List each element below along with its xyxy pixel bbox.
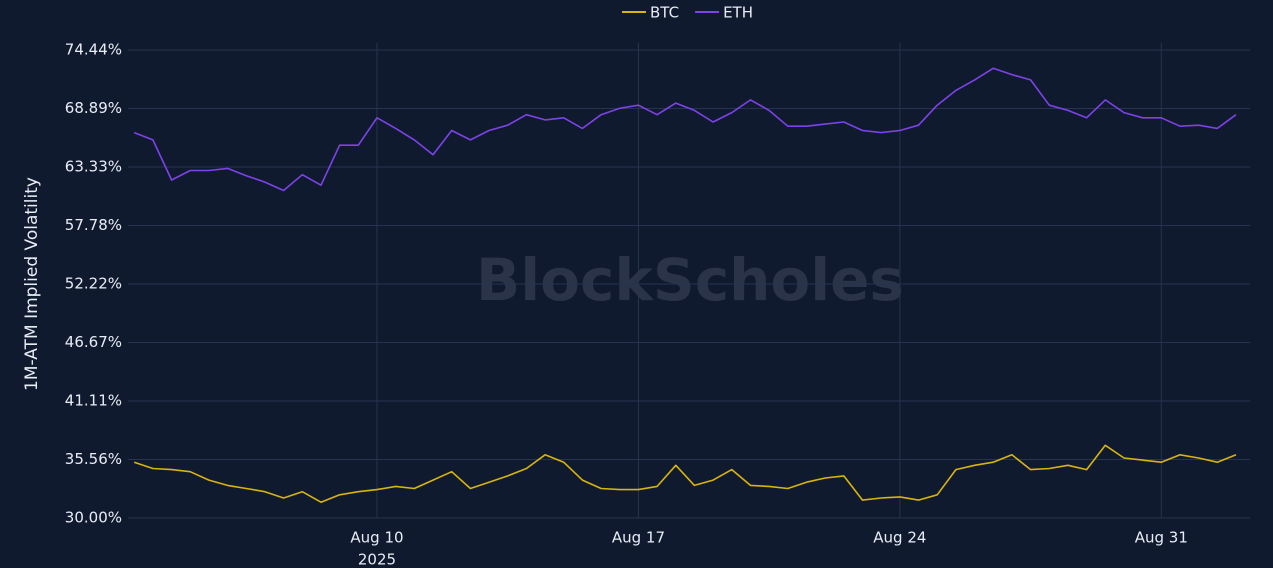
series-line — [133, 444, 1237, 503]
y-tick-label: 35.56% — [65, 450, 122, 468]
y-tick-label: 74.44% — [65, 41, 122, 59]
watermark: BlockScholes — [476, 246, 904, 314]
x-tick-label: Aug 10 — [350, 529, 403, 547]
y-tick-label: 41.11% — [65, 392, 122, 410]
x-tick-label: Aug 24 — [873, 529, 926, 547]
y-tick-label: 63.33% — [65, 158, 122, 176]
y-tick-label: 68.89% — [65, 99, 122, 117]
x-tick-label: Aug 31 — [1135, 529, 1188, 547]
legend-label: ETH — [723, 4, 753, 22]
y-tick-label: 52.22% — [65, 275, 122, 293]
y-tick-label: 57.78% — [65, 216, 122, 234]
y-tick-label: 46.67% — [65, 333, 122, 351]
x-year-label: 2025 — [358, 551, 396, 568]
y-axis-label: 1M-ATM Implied Volatility — [22, 177, 42, 391]
x-tick-label: Aug 17 — [612, 529, 665, 547]
y-tick-label: 30.00% — [65, 509, 122, 527]
legend-label: BTC — [650, 4, 679, 22]
series-line — [133, 67, 1237, 192]
